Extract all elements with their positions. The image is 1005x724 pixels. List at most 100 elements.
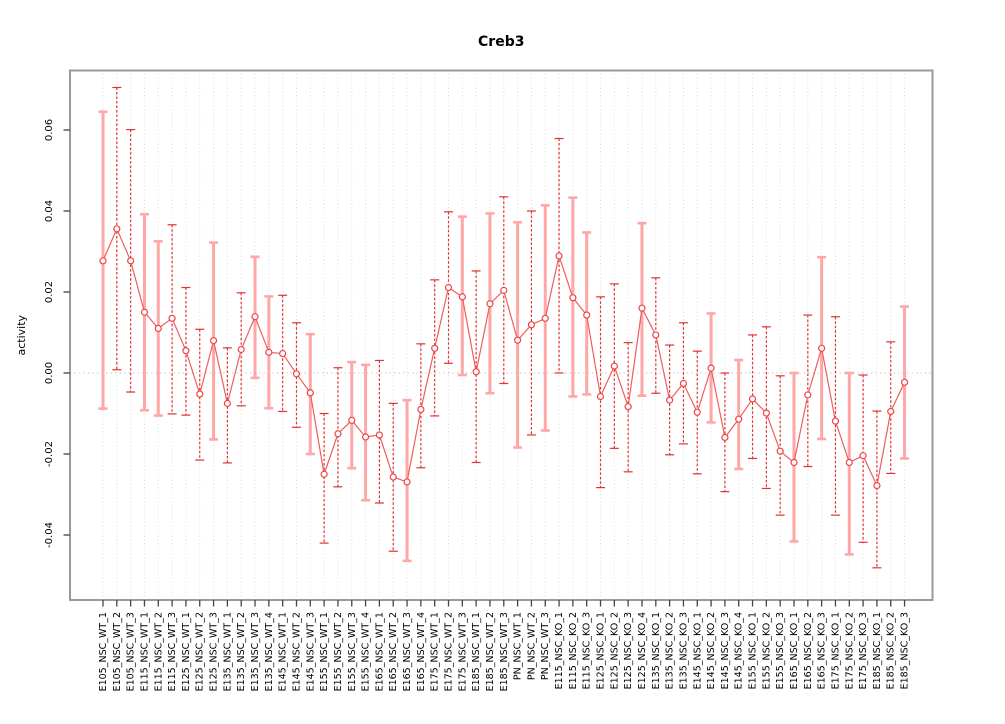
data-point bbox=[831, 417, 840, 425]
data-point bbox=[417, 405, 425, 414]
data-point bbox=[873, 481, 881, 490]
x-tick-label: E185_NSC_WT_3 bbox=[499, 612, 510, 691]
x-tick-label: E145_NSC_KO_2 bbox=[706, 612, 717, 689]
data-point bbox=[666, 396, 674, 404]
x-tick-label: E135_NSC_WT_1 bbox=[222, 612, 233, 691]
x-tick-label: E135_NSC_KO_1 bbox=[651, 612, 662, 689]
data-point bbox=[527, 321, 536, 329]
x-tick-label: E135_NSC_WT_2 bbox=[236, 612, 247, 691]
x-tick-label: E165_NSC_WT_4 bbox=[416, 612, 427, 691]
data-point bbox=[113, 225, 121, 233]
x-tick-label: E115_NSC_WT_3 bbox=[167, 612, 178, 691]
x-tick-label: E115_NSC_WT_1 bbox=[139, 612, 150, 691]
x-tick-label: E155_NSC_KO_3 bbox=[775, 612, 786, 689]
x-tick-label: E145_NSC_KO_4 bbox=[734, 612, 745, 689]
y-tick-label: 0.04 bbox=[44, 200, 55, 222]
data-point bbox=[348, 416, 356, 424]
x-tick-label: E125_NSC_WT_3 bbox=[209, 612, 220, 691]
data-point bbox=[679, 379, 688, 388]
data-point bbox=[500, 286, 508, 294]
data-point bbox=[513, 336, 522, 344]
x-tick-label: E135_NSC_WT_3 bbox=[250, 612, 261, 691]
x-tick-label: E185_NSC_KO_1 bbox=[872, 612, 883, 689]
data-point bbox=[209, 337, 218, 345]
data-point bbox=[693, 408, 701, 416]
x-tick-label: E165_NSC_WT_3 bbox=[402, 612, 413, 691]
x-tick-label: E155_NSC_WT_4 bbox=[361, 612, 372, 691]
x-tick-label: E185_NSC_KO_2 bbox=[886, 612, 897, 689]
data-point bbox=[555, 252, 563, 260]
data-point bbox=[652, 331, 660, 339]
data-point bbox=[472, 368, 480, 376]
x-tick-label: E175_NSC_WT_1 bbox=[430, 612, 441, 691]
data-point bbox=[845, 458, 853, 467]
x-tick-label: E125_NSC_KO_1 bbox=[596, 612, 607, 689]
data-point bbox=[196, 390, 204, 398]
data-point bbox=[541, 314, 549, 322]
data-point bbox=[279, 349, 287, 358]
data-point bbox=[444, 283, 453, 292]
x-tick-label: E155_NSC_KO_1 bbox=[748, 612, 759, 689]
x-tick-label: E155_NSC_WT_3 bbox=[347, 612, 358, 691]
data-point bbox=[583, 311, 591, 319]
x-tick-label: E175_NSC_KO_3 bbox=[858, 612, 869, 689]
data-point bbox=[99, 257, 107, 265]
x-tick-label: E135_NSC_KO_3 bbox=[678, 612, 689, 689]
data-point bbox=[431, 344, 439, 352]
x-tick-label: E145_NSC_WT_1 bbox=[278, 612, 289, 691]
x-tick-label: E165_NSC_KO_1 bbox=[789, 612, 800, 689]
chart-title: Creb3 bbox=[478, 34, 524, 50]
data-point bbox=[859, 452, 867, 460]
data-point bbox=[735, 415, 743, 423]
data-point bbox=[182, 347, 190, 355]
data-point bbox=[776, 447, 784, 455]
data-point bbox=[486, 300, 494, 308]
x-tick-label: E125_NSC_KO_4 bbox=[637, 612, 648, 689]
x-tick-label: E165_NSC_WT_2 bbox=[388, 612, 399, 691]
data-point bbox=[265, 348, 273, 356]
x-tick-label: E105_NSC_WT_3 bbox=[126, 612, 137, 691]
data-point bbox=[361, 433, 370, 441]
x-tick-label: E145_NSC_KO_1 bbox=[692, 612, 703, 689]
data-point bbox=[804, 391, 812, 399]
x-tick-label: E175_NSC_WT_2 bbox=[444, 612, 455, 691]
x-tick-label: E125_NSC_KO_2 bbox=[609, 612, 620, 689]
x-tick-label: PN_NSC_WT_1 bbox=[513, 612, 524, 680]
data-point bbox=[140, 308, 149, 316]
plot-border-box bbox=[69, 69, 934, 601]
data-point bbox=[403, 478, 411, 486]
data-point bbox=[127, 257, 135, 265]
data-point bbox=[638, 304, 646, 312]
data-point bbox=[721, 433, 729, 441]
x-tick-label: E105_NSC_WT_1 bbox=[98, 612, 109, 691]
x-tick-label: E165_NSC_WT_1 bbox=[374, 612, 385, 691]
data-point bbox=[306, 389, 314, 397]
data-point bbox=[887, 407, 895, 416]
x-tick-label: E115_NSC_KO_2 bbox=[568, 612, 579, 689]
data-point bbox=[458, 293, 466, 301]
x-tick-label: PN_NSC_WT_3 bbox=[540, 612, 551, 680]
x-tick-label: E125_NSC_KO_3 bbox=[623, 612, 634, 689]
data-point bbox=[168, 314, 176, 322]
data-point bbox=[334, 430, 342, 438]
data-point bbox=[596, 392, 605, 401]
data-point bbox=[154, 324, 162, 333]
y-tick-label: -0.04 bbox=[44, 522, 55, 548]
data-point bbox=[389, 473, 397, 481]
x-tick-label: E155_NSC_WT_1 bbox=[319, 612, 330, 691]
y-tick-label: 0.00 bbox=[44, 362, 55, 384]
x-tick-label: E145_NSC_WT_2 bbox=[291, 612, 302, 691]
x-tick-label: E175_NSC_KO_1 bbox=[830, 612, 841, 689]
y-tick-label: 0.06 bbox=[44, 119, 55, 141]
x-tick-label: E185_NSC_WT_1 bbox=[471, 612, 482, 691]
data-point bbox=[818, 344, 826, 352]
x-tick-label: E175_NSC_WT_3 bbox=[457, 612, 468, 691]
x-tick-label: E185_NSC_KO_3 bbox=[900, 612, 911, 689]
data-point bbox=[624, 403, 632, 411]
x-tick-label: E115_NSC_WT_2 bbox=[153, 612, 164, 691]
data-point bbox=[251, 313, 259, 321]
data-point bbox=[900, 378, 909, 386]
x-tick-label: E135_NSC_WT_4 bbox=[264, 612, 275, 691]
x-tick-label: E115_NSC_KO_1 bbox=[554, 612, 565, 689]
